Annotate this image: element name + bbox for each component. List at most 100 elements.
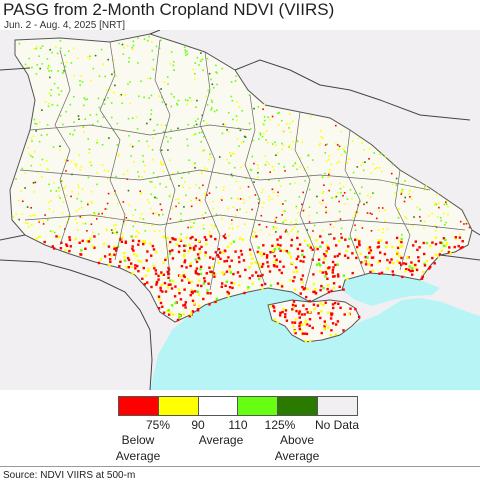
- ndvi-pixel: [299, 292, 302, 295]
- ndvi-pixel: [334, 263, 337, 267]
- ndvi-pixel: [236, 198, 239, 200]
- ndvi-pixel: [390, 258, 393, 261]
- ndvi-pixel: [392, 163, 394, 166]
- ndvi-pixel: [366, 212, 369, 214]
- ndvi-pixel: [206, 104, 209, 106]
- ndvi-pixel: [137, 259, 140, 262]
- ndvi-pixel: [398, 208, 400, 210]
- ndvi-pixel: [177, 250, 181, 254]
- ndvi-pixel: [401, 275, 404, 279]
- ndvi-pixel: [260, 214, 263, 217]
- ndvi-pixel: [230, 95, 233, 98]
- ndvi-pixel: [81, 188, 84, 190]
- ndvi-pixel: [187, 226, 189, 229]
- sea-of-azov: [342, 273, 440, 306]
- ndvi-pixel: [409, 269, 412, 273]
- ndvi-pixel: [253, 181, 255, 183]
- ndvi-pixel: [291, 303, 295, 307]
- ndvi-pixel: [273, 248, 277, 251]
- ndvi-pixel: [227, 207, 229, 209]
- ndvi-pixel: [323, 257, 326, 260]
- ndvi-pixel: [152, 248, 156, 251]
- ndvi-pixel: [324, 270, 327, 274]
- ndvi-pixel: [150, 285, 153, 289]
- ndvi-pixel: [34, 214, 36, 216]
- ndvi-pixel: [94, 213, 97, 215]
- ndvi-pixel: [198, 64, 200, 66]
- ndvi-pixel: [400, 190, 403, 193]
- ndvi-pixel: [147, 39, 149, 42]
- ndvi-pixel: [212, 272, 216, 275]
- ndvi-pixel: [419, 216, 421, 218]
- ndvi-pixel: [72, 133, 74, 136]
- ndvi-pixel: [275, 245, 278, 248]
- ndvi-pixel: [401, 188, 404, 191]
- ndvi-pixel: [82, 222, 84, 225]
- ndvi-pixel: [342, 274, 345, 277]
- ndvi-pixel: [194, 219, 197, 222]
- ndvi-pixel: [216, 253, 219, 257]
- ndvi-pixel: [50, 190, 52, 192]
- ndvi-pixel: [312, 230, 314, 232]
- ndvi-pixel: [202, 69, 204, 72]
- ndvi-pixel: [173, 69, 175, 71]
- ndvi-pixel: [292, 228, 294, 230]
- ndvi-pixel: [128, 135, 130, 137]
- ndvi-pixel: [130, 155, 132, 157]
- ndvi-pixel: [80, 75, 83, 77]
- ndvi-pixel: [221, 132, 224, 135]
- ndvi-pixel: [332, 226, 335, 228]
- ndvi-pixel: [163, 281, 167, 285]
- ndvi-pixel: [327, 266, 330, 270]
- ndvi-pixel: [434, 201, 437, 204]
- ndvi-pixel: [269, 251, 272, 254]
- ndvi-pixel: [63, 70, 65, 72]
- ndvi-pixel: [31, 140, 33, 142]
- ndvi-pixel: [282, 221, 284, 224]
- ndvi-pixel: [263, 123, 265, 126]
- ndvi-pixel: [234, 80, 237, 82]
- ndvi-pixel: [296, 247, 299, 251]
- ndvi-pixel: [251, 274, 254, 277]
- ndvi-pixel: [211, 83, 214, 86]
- ndvi-pixel: [107, 58, 109, 61]
- ndvi-pixel: [351, 252, 354, 255]
- ndvi-pixel: [429, 265, 432, 269]
- ndvi-pixel: [294, 304, 297, 307]
- ndvi-pixel: [173, 96, 175, 98]
- ndvi-pixel: [215, 64, 217, 67]
- ndvi-pixel: [168, 195, 171, 198]
- ndvi-pixel: [116, 231, 118, 234]
- ndvi-pixel: [301, 249, 304, 253]
- ndvi-pixel: [335, 124, 337, 127]
- ndvi-pixel: [137, 243, 140, 246]
- ndvi-pixel: [284, 200, 287, 202]
- ndvi-pixel: [196, 284, 199, 287]
- ndvi-pixel: [161, 305, 164, 308]
- ndvi-pixel: [333, 255, 337, 258]
- ndvi-pixel: [319, 201, 321, 204]
- ndvi-pixel: [378, 210, 381, 212]
- ndvi-pixel: [118, 42, 120, 45]
- ndvi-pixel: [47, 64, 50, 67]
- ndvi-pixel: [369, 212, 372, 215]
- ndvi-pixel: [31, 224, 33, 226]
- ndvi-pixel: [337, 275, 340, 278]
- ndvi-pixel: [152, 264, 155, 268]
- ndvi-pixel: [274, 261, 277, 264]
- ndvi-pixel: [152, 158, 154, 161]
- ndvi-pixel: [188, 159, 190, 161]
- ndvi-pixel: [440, 241, 444, 245]
- ndvi-pixel: [182, 304, 185, 307]
- ndvi-pixel: [113, 247, 116, 250]
- ndvi-pixel: [178, 185, 180, 187]
- ndvi-pixel: [65, 243, 68, 246]
- ndvi-pixel: [94, 54, 97, 57]
- ndvi-pixel: [194, 238, 197, 241]
- ndvi-pixel: [95, 113, 98, 116]
- ndvi-pixel: [190, 290, 193, 294]
- ndvi-pixel: [356, 245, 359, 249]
- ndvi-pixel: [81, 206, 83, 209]
- ndvi-pixel: [121, 232, 124, 235]
- ndvi-pixel: [381, 207, 384, 209]
